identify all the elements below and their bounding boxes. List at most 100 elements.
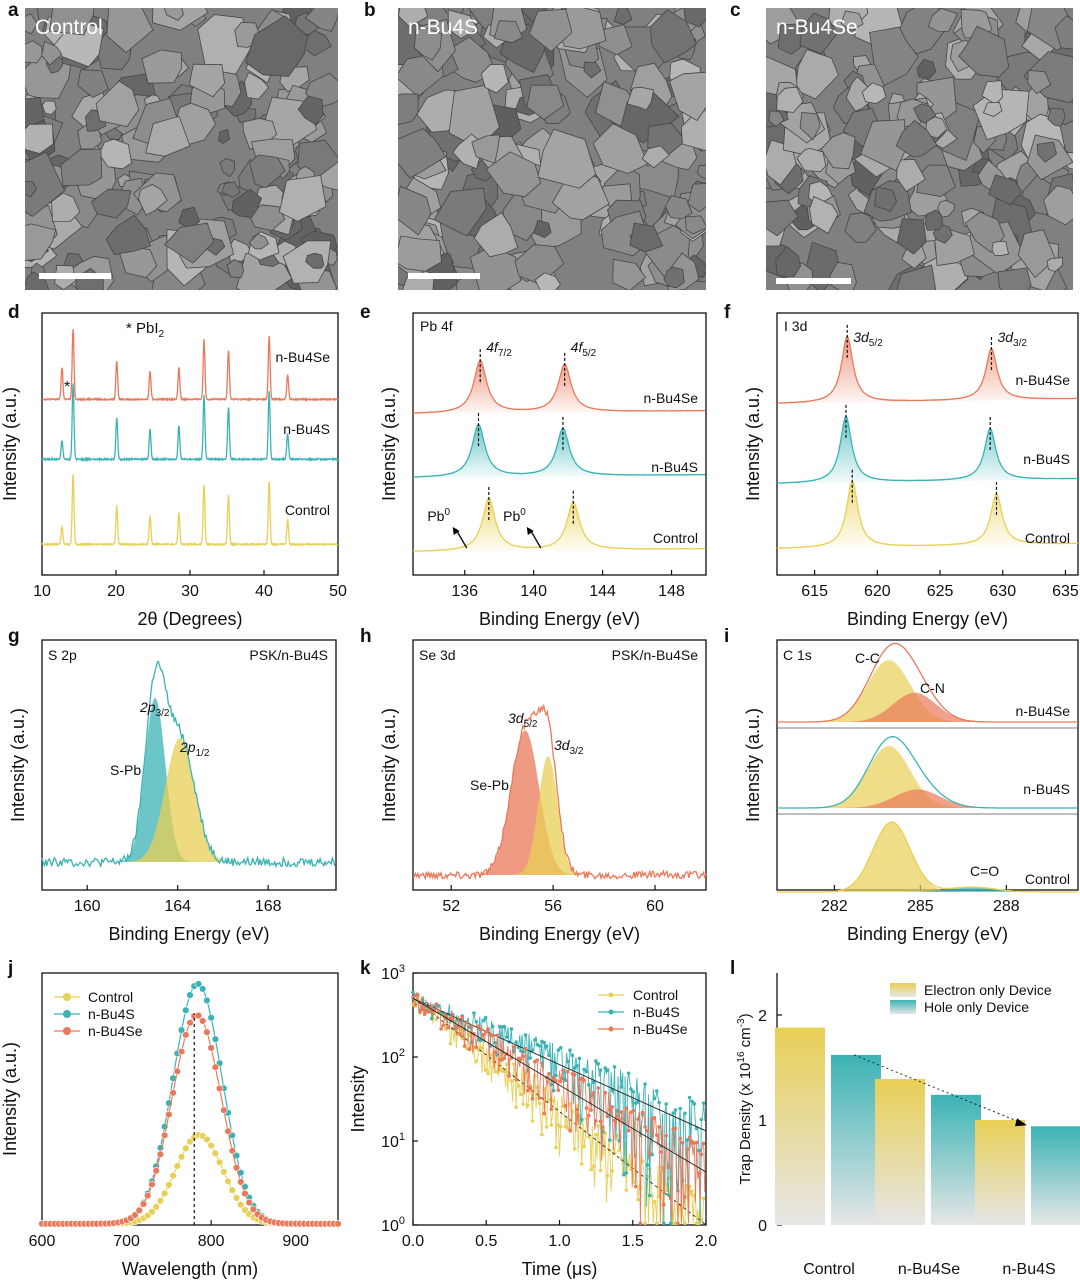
- trpl-marker: [680, 1140, 685, 1145]
- legend-label-n-Bu4Se: n-Bu4Se: [633, 1021, 688, 1037]
- xps-line-Control: [412, 497, 706, 552]
- trpl-marker: [514, 1040, 518, 1044]
- sem-grain: [221, 181, 241, 199]
- x-tick-label: 630: [989, 583, 1016, 600]
- trpl-marker: [554, 1145, 558, 1150]
- peak-fill-Control: [413, 498, 706, 552]
- series-label-n-Bu4Se: n-Bu4Se: [1016, 703, 1071, 719]
- sem-grain: [41, 100, 57, 116]
- x-tick-label: 1.5: [622, 1233, 644, 1250]
- x-axis-label: Binding Energy (eV): [479, 924, 640, 944]
- trpl-marker: [638, 1221, 643, 1226]
- sem-label-control: Control: [35, 16, 103, 39]
- sem-grain: [105, 214, 151, 255]
- sem-grain: [25, 123, 54, 155]
- trpl-marker: [673, 1108, 678, 1112]
- peak-label-1: 4f7/2: [486, 339, 512, 359]
- sem-label-n-bu4se: n-Bu4Se: [776, 16, 858, 39]
- x-tick-label: 800: [198, 1233, 225, 1250]
- fit-component-1: [42, 738, 336, 862]
- pl-marker: [139, 1200, 148, 1208]
- trpl-marker: [556, 1088, 561, 1093]
- trpl-marker: [591, 1080, 596, 1085]
- x-tick-label: 136: [451, 583, 478, 600]
- sem-grain: [77, 69, 109, 98]
- sem-grain: [766, 199, 799, 237]
- trpl-marker: [448, 1041, 453, 1046]
- sem-grain: [1046, 257, 1064, 273]
- trpl-marker: [575, 1107, 579, 1112]
- pl-marker: [237, 1178, 245, 1186]
- trpl-marker: [692, 1101, 697, 1106]
- y-tick-label: 103: [381, 963, 405, 983]
- trpl-marker: [605, 1173, 610, 1178]
- trpl-marker: [563, 1078, 568, 1083]
- trpl-marker: [507, 1074, 511, 1078]
- pl-marker: [156, 1150, 165, 1158]
- trpl-marker: [643, 1221, 647, 1226]
- trpl-marker: [530, 1119, 535, 1123]
- x-axis-label: Binding Energy (eV): [847, 609, 1008, 629]
- sem-grain: [398, 235, 442, 272]
- xrd-line-n-Bu4S: [41, 383, 339, 463]
- sem-grain: [278, 174, 327, 222]
- trpl-marker: [608, 1108, 612, 1112]
- pl-marker: [241, 1189, 249, 1198]
- x-tick-label: 40: [255, 583, 273, 600]
- sem-grain: [141, 49, 183, 84]
- legend-marker: [63, 993, 71, 1001]
- trpl-marker: [572, 1066, 577, 1070]
- trpl-marker: [645, 1128, 650, 1133]
- trpl-marker: [521, 1054, 525, 1058]
- trpl-marker: [568, 1048, 572, 1052]
- trpl-marker: [640, 1159, 645, 1164]
- sem-grain: [844, 212, 877, 243]
- chart-title-f: I 3d: [784, 318, 807, 334]
- trpl-marker: [666, 1165, 671, 1170]
- trpl-marker: [436, 1009, 441, 1014]
- x-tick-label: 30: [181, 583, 199, 600]
- x-tick-label: 1.0: [548, 1233, 570, 1250]
- trpl-marker: [558, 1125, 563, 1129]
- trpl-marker: [511, 1062, 516, 1066]
- sem-grain: [649, 9, 697, 64]
- trpl-marker: [587, 1083, 591, 1087]
- trpl-marker: [697, 1171, 701, 1175]
- pl-marker: [232, 1163, 241, 1172]
- trpl-marker: [427, 1009, 432, 1014]
- sem-grain: [972, 88, 1030, 141]
- label-2p32: 2p3/2: [139, 699, 170, 719]
- trpl-marker: [690, 1099, 694, 1104]
- y-axis-label: Intensity (a.u.): [379, 387, 399, 501]
- sem-grain: [768, 110, 785, 128]
- x-axis-label: Time (μs): [522, 1259, 598, 1279]
- sem-grain: [1047, 107, 1066, 127]
- trpl-marker: [683, 1111, 687, 1116]
- trpl-marker: [584, 1106, 589, 1110]
- trpl-marker: [519, 1057, 523, 1062]
- trpl-marker: [636, 1197, 640, 1202]
- trpl-marker: [429, 1016, 434, 1021]
- label-2p12: 2p1/2: [179, 739, 210, 759]
- y-tick-label: 102: [381, 1047, 405, 1067]
- scale-bar: [776, 278, 851, 284]
- trpl-marker: [582, 1078, 586, 1082]
- trpl-marker: [413, 1002, 418, 1007]
- pl-marker: [173, 1067, 182, 1076]
- trpl-marker: [662, 1221, 666, 1226]
- sem-grain: [916, 58, 937, 79]
- series-label-Control: Control: [653, 530, 698, 546]
- trpl-marker: [514, 1105, 518, 1109]
- trpl-marker: [509, 1079, 514, 1083]
- xps-line-n-Bu4S: [413, 423, 706, 478]
- x-axis-label: 2θ (Degrees): [137, 609, 242, 629]
- sem-grain: [583, 61, 602, 79]
- y-axis-label: Intensity: [348, 1065, 368, 1132]
- sem-grain: [1017, 229, 1056, 279]
- trpl-marker: [633, 1184, 638, 1189]
- trpl-marker: [694, 1126, 699, 1131]
- y-axis-label: Intensity (a.u.): [8, 708, 28, 822]
- trpl-marker: [476, 1048, 481, 1052]
- trpl-marker: [596, 1123, 600, 1128]
